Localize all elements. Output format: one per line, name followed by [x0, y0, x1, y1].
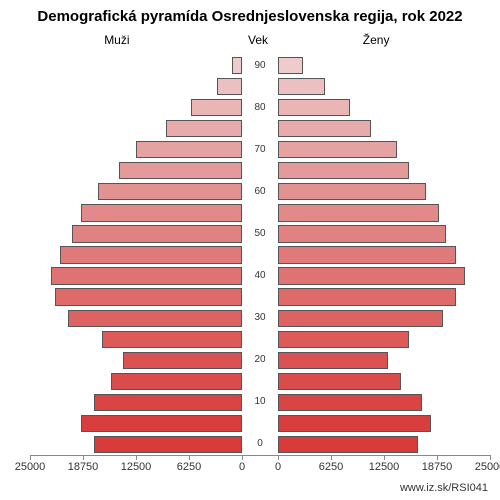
- male-bar: [111, 373, 242, 390]
- male-bar: [136, 141, 242, 158]
- x-tick: [242, 455, 243, 460]
- male-bar: [94, 394, 242, 411]
- x-tick-label: 18750: [63, 461, 103, 473]
- male-bar: [81, 415, 242, 432]
- pyramid-chart: Demografická pyramída Osrednjeslovenska …: [0, 0, 500, 500]
- female-bar: [278, 352, 388, 369]
- male-bar: [81, 204, 242, 221]
- male-bar: [191, 99, 242, 116]
- female-bar: [278, 162, 409, 179]
- x-tick-label: 6250: [169, 461, 209, 473]
- female-bar: [278, 331, 409, 348]
- x-tick-label: 0: [222, 461, 262, 473]
- female-bar: [278, 267, 465, 284]
- female-bar: [278, 183, 426, 200]
- male-bar: [119, 162, 242, 179]
- x-tick-label: 0: [258, 461, 298, 473]
- male-bar: [166, 120, 242, 137]
- male-bar: [102, 331, 242, 348]
- label-age: Vek: [248, 33, 268, 47]
- male-bar: [72, 225, 242, 242]
- age-label: 90: [244, 60, 276, 71]
- age-label: 0: [244, 438, 276, 449]
- male-bar: [217, 78, 242, 95]
- x-tick-label: 18750: [417, 461, 457, 473]
- x-tick: [189, 455, 190, 460]
- x-tick: [136, 455, 137, 460]
- x-tick-label: 6250: [311, 461, 351, 473]
- x-tick: [437, 455, 438, 460]
- age-label: 10: [244, 396, 276, 407]
- x-tick: [384, 455, 385, 460]
- female-bar: [278, 78, 325, 95]
- age-label: 40: [244, 270, 276, 281]
- chart-title: Demografická pyramída Osrednjeslovenska …: [0, 8, 500, 25]
- male-bar: [98, 183, 242, 200]
- female-bar: [278, 415, 431, 432]
- source-url: www.iz.sk/RSI041: [400, 482, 488, 494]
- x-tick-label: 25000: [10, 461, 50, 473]
- female-bar: [278, 225, 446, 242]
- x-tick-label: 12500: [364, 461, 404, 473]
- x-tick: [331, 455, 332, 460]
- female-bar: [278, 141, 397, 158]
- x-axis: 0062506250125001250018750187502500025000: [30, 455, 490, 485]
- female-bar: [278, 394, 422, 411]
- male-bar: [232, 57, 242, 74]
- label-male: Muži: [104, 33, 129, 47]
- x-tick: [30, 455, 31, 460]
- male-side: [30, 55, 242, 455]
- age-label: 60: [244, 186, 276, 197]
- age-label: 80: [244, 102, 276, 113]
- label-female: Ženy: [363, 33, 390, 47]
- female-bar: [278, 288, 456, 305]
- plot-area: 0 10 20 30 40 50 60 70 80 90: [30, 55, 490, 456]
- age-label: 30: [244, 312, 276, 323]
- female-bar: [278, 310, 443, 327]
- x-tick: [278, 455, 279, 460]
- x-tick: [83, 455, 84, 460]
- male-bar: [55, 288, 242, 305]
- female-bar: [278, 99, 350, 116]
- female-side: [278, 55, 490, 455]
- female-bar: [278, 246, 456, 263]
- female-bar: [278, 204, 439, 221]
- male-bar: [123, 352, 242, 369]
- age-label: 50: [244, 228, 276, 239]
- male-bar: [51, 267, 242, 284]
- female-bar: [278, 373, 401, 390]
- x-tick: [490, 455, 491, 460]
- male-bar: [68, 310, 242, 327]
- female-bar: [278, 120, 371, 137]
- x-tick-label: 25000: [470, 461, 500, 473]
- male-bar: [94, 436, 242, 453]
- age-label: 70: [244, 144, 276, 155]
- x-tick-label: 12500: [116, 461, 156, 473]
- age-label: 20: [244, 354, 276, 365]
- female-bar: [278, 57, 303, 74]
- female-bar: [278, 436, 418, 453]
- male-bar: [60, 246, 242, 263]
